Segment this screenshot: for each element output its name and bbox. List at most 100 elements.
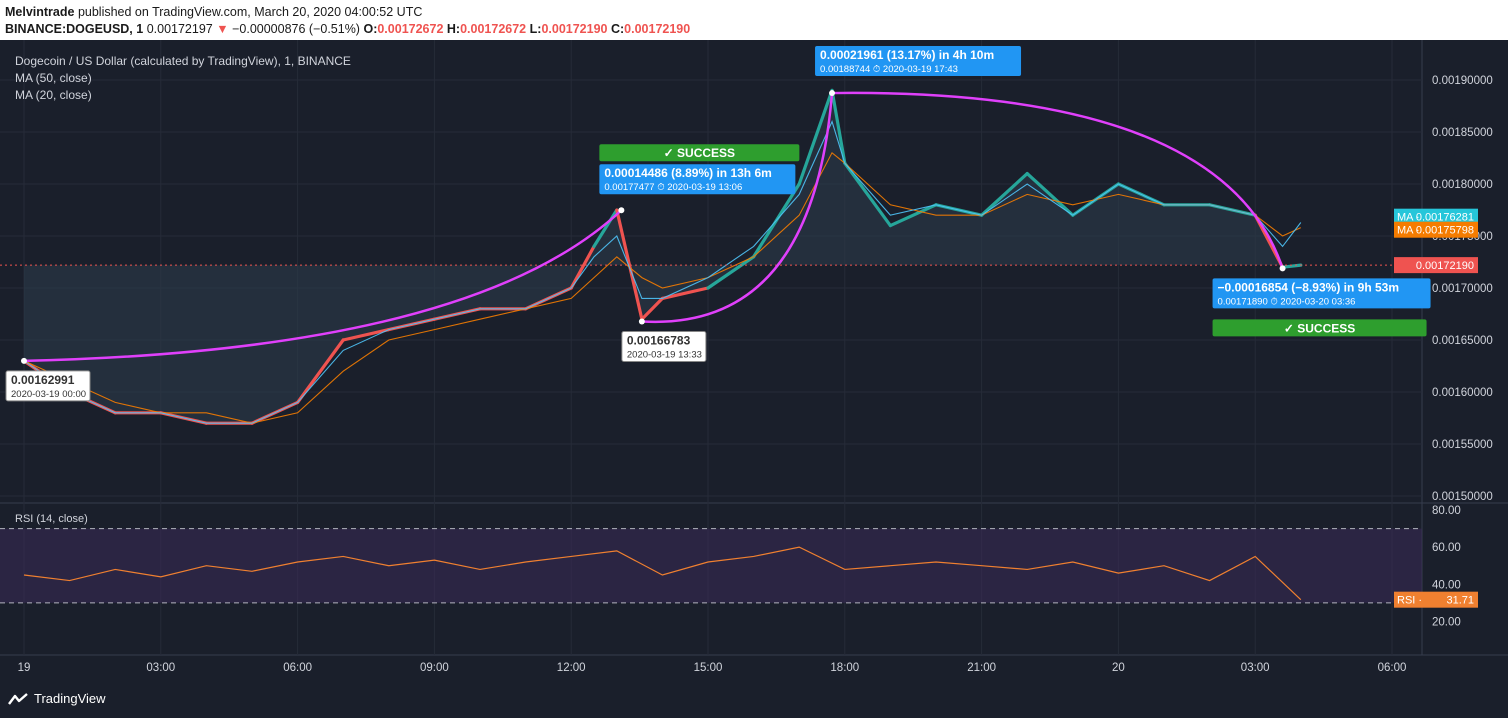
price-tick-label: 0.00150000 [1432, 491, 1493, 503]
price-tick-label: 0.00160000 [1432, 387, 1493, 399]
measure1-box: 0.00014486 (8.89%) in 13h 6m 0.00177477 ⏱… [599, 164, 796, 195]
ma20-line [23, 120, 1302, 424]
last-price-tag: 0.00172190 [1394, 257, 1478, 274]
ma-orange-tag-label: MA · [1397, 225, 1420, 237]
tradingview-logo-icon [8, 692, 28, 705]
ma50-legend[interactable]: MA (50, close) [15, 71, 92, 85]
last-price-tag-bg [1394, 257, 1478, 274]
time-tick-label: 18:00 [830, 662, 859, 674]
start-price-box-bg [5, 370, 91, 402]
time-tick-label: 12:00 [557, 662, 586, 674]
start-price-box-text: 0.00162991 [11, 373, 75, 387]
price-line-segment [797, 88, 834, 186]
rsi-value-tag-value: 31.71 [1446, 595, 1474, 607]
time-tick-label: 06:00 [283, 662, 312, 674]
low-value: 0.00172190 [541, 22, 608, 36]
measure2-box-bg [815, 46, 1022, 77]
price-tick-label: 0.00190000 [1432, 75, 1493, 87]
success-badge-1-text: ✓ SUCCESS [664, 146, 735, 160]
anchor-point [21, 357, 27, 364]
anchor-point [1279, 265, 1286, 272]
low-price-box-text: 2020-03-19 13:33 [627, 349, 702, 360]
success-badge-1: ✓ SUCCESS [599, 144, 800, 162]
rsi-value-tag-label: RSI · [1397, 595, 1422, 607]
price-line-segment [296, 338, 345, 404]
rsi-tick-label: 80.00 [1432, 505, 1461, 517]
price-line-segment [888, 203, 938, 228]
time-tick-label: 03:00 [1241, 662, 1270, 674]
measure2-arrow [641, 92, 834, 324]
price-series-layer [0, 88, 1422, 425]
open-label: O: [363, 22, 378, 36]
start-price-box-text: 2020-03-19 00:00 [11, 389, 86, 400]
ma20-legend[interactable]: MA (20, close) [15, 88, 92, 102]
price-line-segment [660, 286, 710, 300]
measure3-box-text: −0.00016854 (−8.93%) in 9h 53m [1218, 280, 1399, 294]
time-tick-label: 21:00 [967, 662, 996, 674]
measure3-box: −0.00016854 (−8.93%) in 9h 53m 0.00171890… [1212, 278, 1431, 309]
price-line-segment [1280, 263, 1303, 269]
high-label: H: [446, 22, 461, 36]
rsi-tick-label: 60.00 [1432, 542, 1461, 554]
price-line-segment [341, 328, 391, 342]
measure1-box-text: 0.00177477 ⏱ 2020-03-19 13:06 [604, 182, 742, 193]
last-price: 0.00172197 [146, 22, 213, 36]
time-tick-label: 19 [18, 662, 31, 674]
high-value: 0.00172672 [460, 22, 527, 36]
measure1-arrow [23, 209, 623, 363]
measure2-box-text: 0.00188744 ⏱ 2020-03-19 17:43 [820, 64, 958, 75]
chart-title: Dogecoin / US Dollar (calculated by Trad… [15, 54, 351, 68]
symbol-name: BINANCE:DOGEUSD, 1 [5, 22, 144, 36]
price-line-segment [979, 172, 1029, 217]
ma50-line [23, 151, 1302, 424]
annotation-layer: 0.00162991 2020-03-19 00:00 0.00166783 2020… [5, 46, 1431, 402]
measure2-box-text: 0.00021961 (13.17%) in 4h 10m [820, 48, 994, 62]
rsi-value-tag-bg [1394, 591, 1478, 608]
rsi-tick-label: 40.00 [1432, 579, 1461, 591]
symbol-ohlc: BINANCE:DOGEUSD, 1 0.00172197 ▼ −0.00000… [5, 22, 690, 36]
close-value: 0.00172190 [624, 22, 691, 36]
low-label: L: [529, 22, 542, 36]
price-line-segment [640, 296, 665, 321]
anchor-point [829, 90, 836, 97]
rsi-legend[interactable]: RSI (14, close) [15, 513, 88, 525]
time-tick-label: 03:00 [146, 662, 175, 674]
anchor-point [638, 318, 645, 325]
price-tick-label: 0.00155000 [1432, 439, 1493, 451]
rsi-band [0, 528, 1422, 603]
measure2-box: 0.00021961 (13.17%) in 4h 10m 0.00188744 … [815, 46, 1022, 77]
rsi-tick-label: 20.00 [1432, 616, 1461, 628]
measure3-box-bg [1212, 278, 1431, 309]
success-badge-2-bg [1212, 319, 1427, 337]
ma-blue-tag-bg [1394, 208, 1478, 225]
time-tick-label: 06:00 [1378, 662, 1407, 674]
price-line-segment [592, 208, 619, 248]
time-tick-label: 20 [1112, 662, 1125, 674]
time-tick-label: 15:00 [694, 662, 723, 674]
price-line-segment [843, 161, 893, 228]
price-line-segment [569, 244, 596, 290]
close-label: C: [610, 22, 625, 36]
author-name[interactable]: Melvintrade [5, 5, 75, 19]
measure3-arrow [832, 91, 1284, 269]
publish-date: published on TradingView.com, March 20, … [74, 5, 423, 19]
anchor-point [618, 207, 625, 214]
measure1-box-text: 0.00014486 (8.89%) in 13h 6m [604, 166, 771, 180]
last-price-tag-value: 0.00172190 [1416, 260, 1474, 272]
ma-blue-tag-value: 0.00176281 [1416, 212, 1474, 224]
price-tick-label: 0.00165000 [1432, 335, 1493, 347]
rsi-value-tag: RSI · 31.71 [1394, 591, 1478, 608]
ma-blue-tag: MA ·0.00176281 [1394, 208, 1478, 225]
tradingview-brand[interactable]: TradingView [8, 691, 106, 706]
brand-name: TradingView [34, 691, 106, 706]
price-tick-label: 0.00185000 [1432, 127, 1493, 139]
rsi-series-layer [0, 528, 1422, 604]
start-price-box: 0.00162991 2020-03-19 00:00 [5, 370, 91, 402]
down-arrow-icon: ▼ [216, 22, 229, 36]
ma-orange-tag-value: 0.00175798 [1416, 225, 1474, 237]
price-line-segment [830, 88, 847, 165]
price-line-segment [615, 208, 644, 321]
rsi-line [23, 546, 1302, 601]
success-badge-1-bg [599, 144, 800, 162]
